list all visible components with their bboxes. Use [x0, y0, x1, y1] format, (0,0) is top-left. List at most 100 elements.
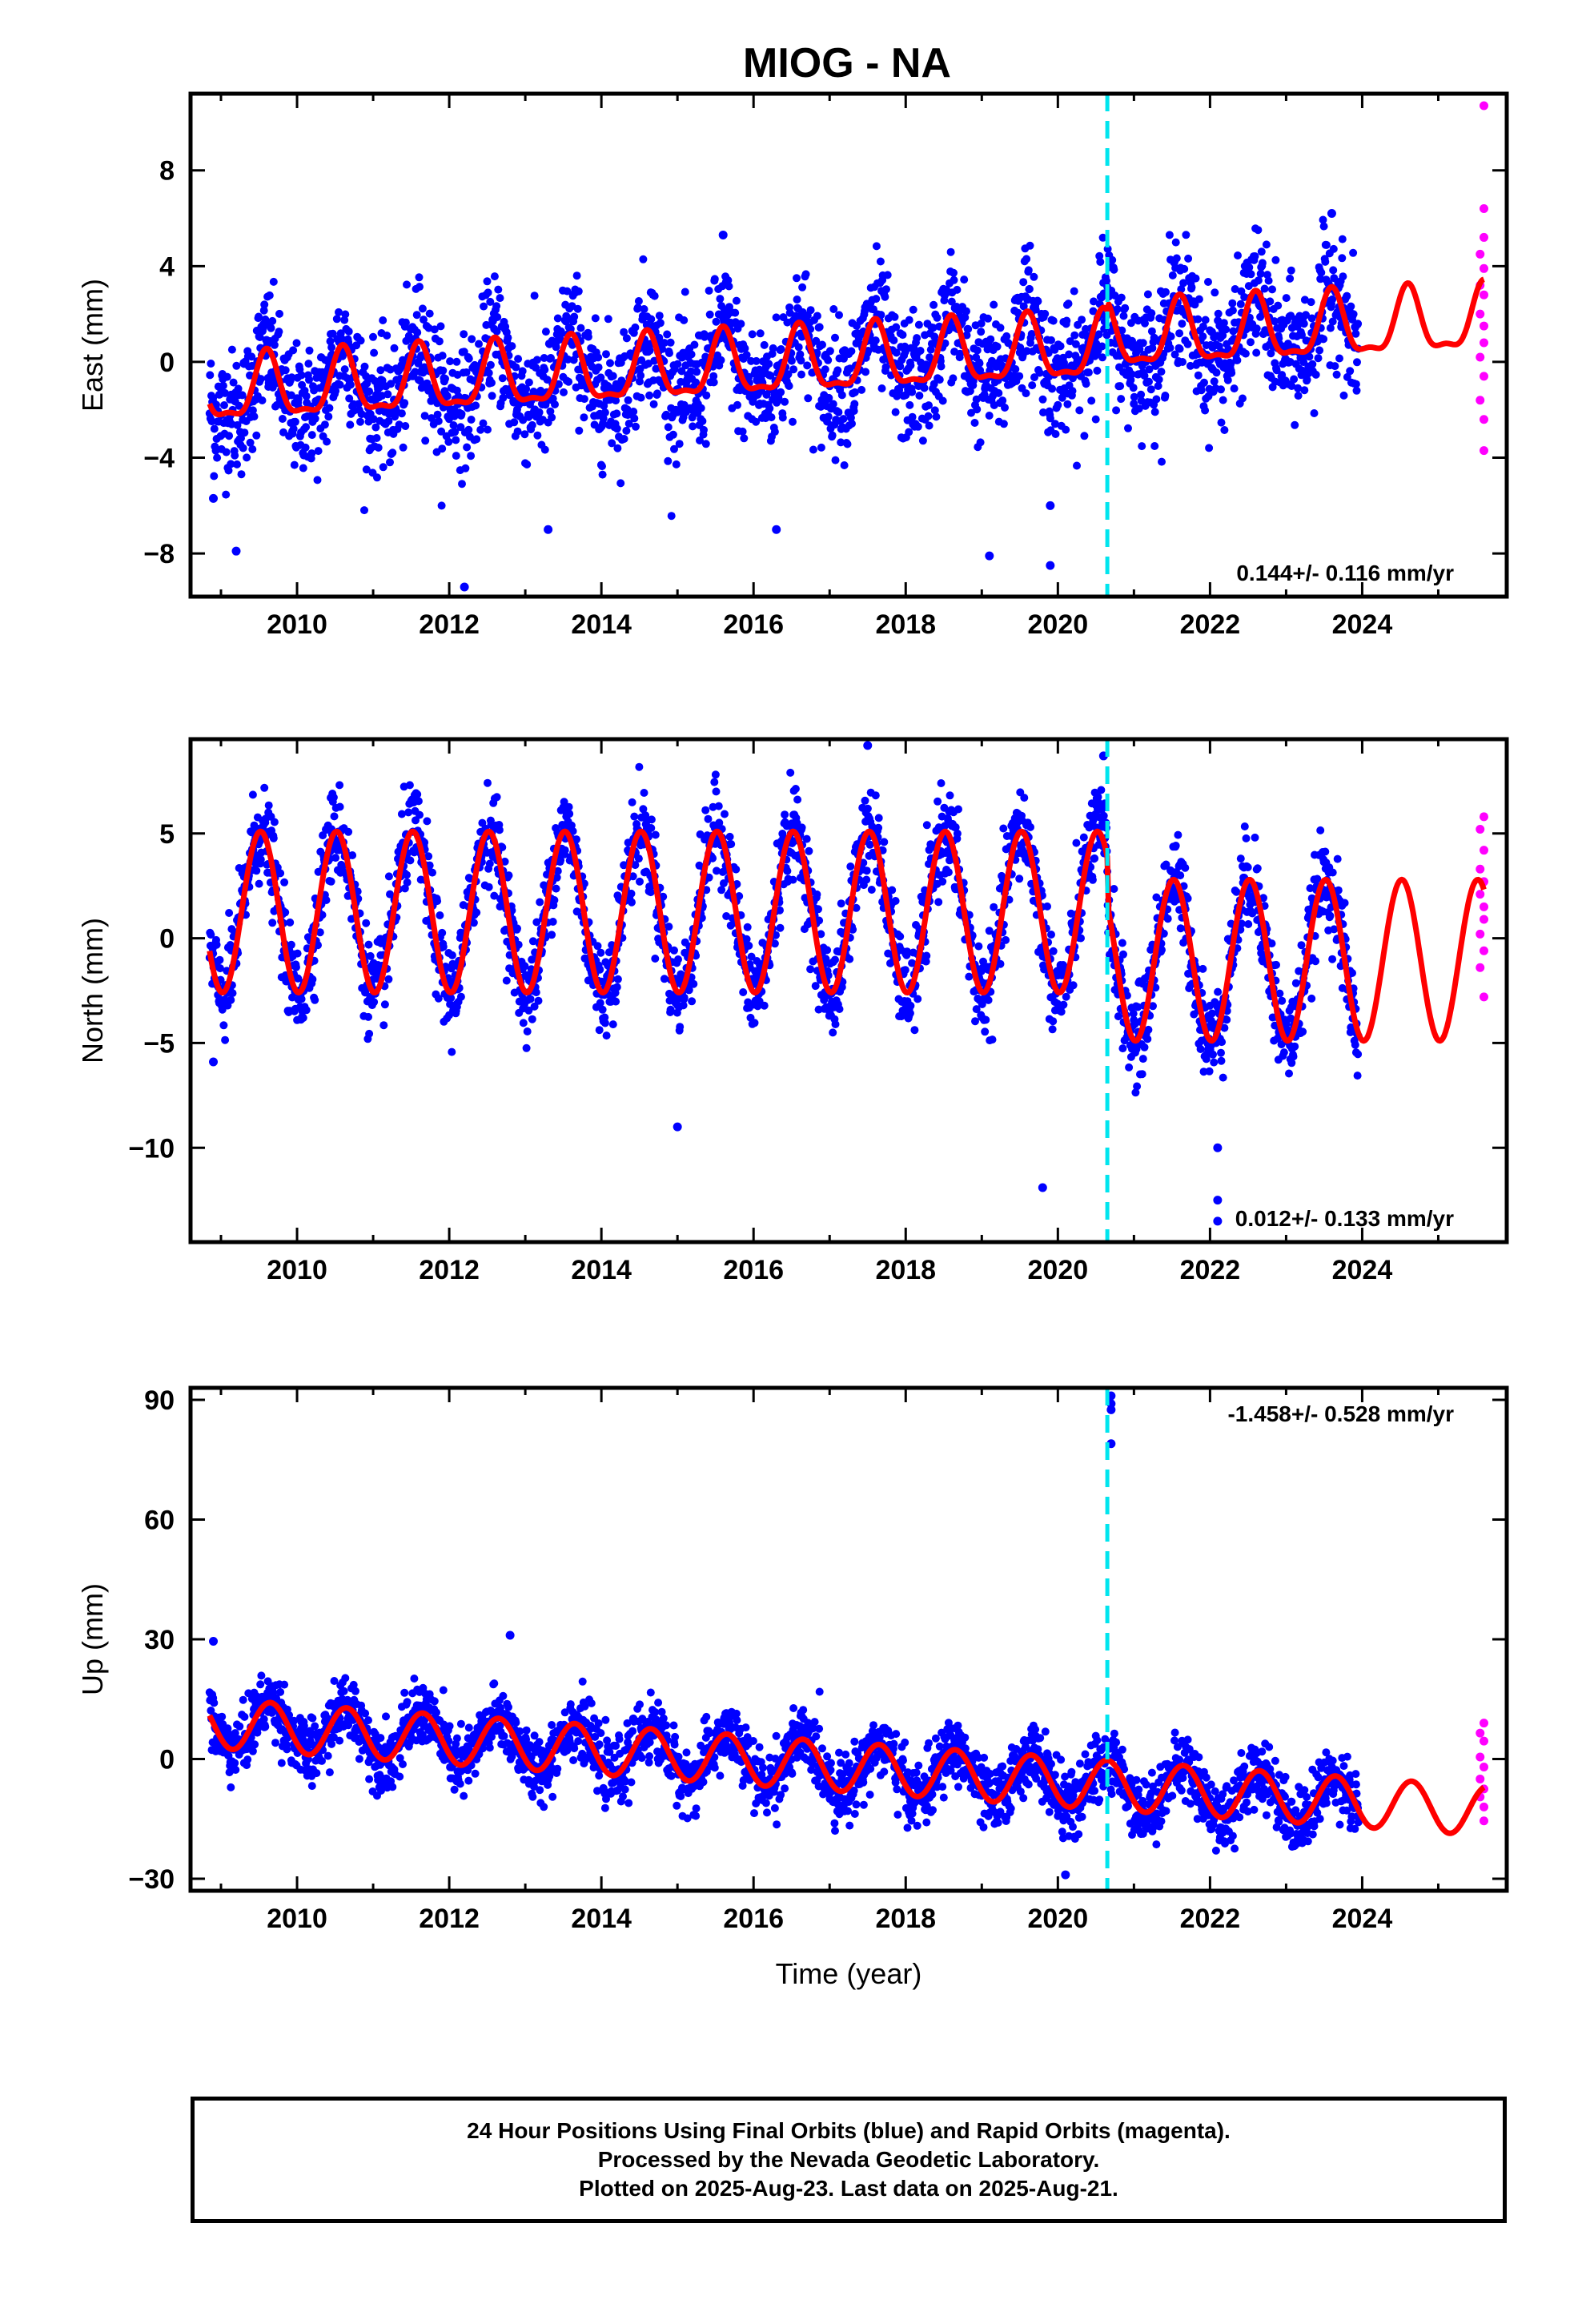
final-orbit-point [890, 312, 899, 321]
final-orbit-point [533, 431, 542, 440]
final-orbit-point [598, 470, 607, 479]
final-orbit-point [990, 300, 998, 309]
final-orbit-point [845, 955, 854, 963]
final-orbit-point [210, 424, 219, 433]
final-orbit-point [834, 408, 843, 416]
final-orbit-point [456, 423, 465, 432]
final-orbit-point [630, 414, 639, 423]
final-orbit-point [564, 377, 573, 386]
final-orbit-point [727, 840, 736, 848]
final-orbit-point [908, 388, 917, 396]
final-orbit-point [330, 812, 339, 821]
final-orbit-point [371, 423, 380, 432]
final-orbit-point [314, 447, 323, 456]
final-orbit-point [1321, 257, 1330, 266]
final-orbit-point [791, 785, 800, 793]
final-orbit-point [390, 344, 399, 352]
final-orbit-point [293, 949, 302, 958]
final-orbit-point [635, 762, 644, 771]
final-orbit-point [793, 274, 801, 283]
final-orbit-point [1214, 309, 1223, 318]
final-orbit-point [960, 275, 969, 284]
rapid-orbit-point [1479, 321, 1488, 331]
final-orbit-point [1059, 1000, 1068, 1009]
final-orbit-point [634, 297, 643, 305]
final-orbit-point [938, 877, 947, 886]
final-orbit-point [479, 419, 488, 428]
final-orbit-point [570, 312, 579, 321]
final-orbit-point [1199, 964, 1207, 973]
final-orbit-point [740, 434, 749, 443]
y-tick-label: −8 [143, 539, 175, 569]
final-orbit-point [299, 464, 307, 472]
final-orbit-point [364, 1012, 372, 1021]
final-orbit-point [1180, 264, 1189, 273]
final-orbit-point [270, 340, 279, 349]
final-orbit-point [1197, 386, 1206, 395]
final-orbit-point [606, 359, 614, 368]
final-orbit-point [327, 343, 336, 352]
final-orbit-point [915, 392, 924, 400]
final-orbit-point [522, 384, 531, 393]
final-orbit-point [639, 255, 648, 263]
final-orbit-point [508, 342, 516, 351]
final-orbit-point [1204, 278, 1212, 286]
final-orbit-point [953, 285, 962, 294]
final-orbit-point [1187, 283, 1196, 292]
final-orbit-point [1349, 248, 1358, 257]
final-orbit-point [448, 1047, 456, 1056]
final-orbit-point [1328, 295, 1337, 304]
final-orbit-point [260, 783, 269, 792]
final-orbit-point [889, 336, 898, 344]
final-orbit-point [925, 401, 933, 410]
final-orbit-point [322, 896, 331, 904]
final-orbit-point [259, 306, 268, 315]
final-orbit-point [524, 378, 533, 387]
final-orbit-point [656, 319, 665, 328]
final-orbit-point [634, 854, 643, 863]
final-orbit-point [908, 412, 917, 421]
final-orbit-point [227, 460, 235, 468]
final-orbit-point [613, 444, 622, 452]
final-orbit-point [598, 462, 606, 471]
final-orbit-point [1138, 339, 1147, 348]
final-orbit-point [1082, 380, 1090, 388]
final-orbit-point [828, 431, 837, 440]
final-orbit-point [612, 424, 621, 433]
final-orbit-point [950, 268, 958, 277]
final-orbit-point [1222, 325, 1231, 334]
final-orbit-point [1084, 368, 1093, 377]
final-orbit-point [510, 418, 519, 427]
final-orbit-point [356, 336, 365, 345]
final-orbit-point [674, 955, 682, 963]
final-orbit-point [532, 356, 541, 364]
final-orbit-point [448, 951, 456, 959]
final-orbit-point [1150, 442, 1159, 450]
final-orbit-point [541, 328, 550, 336]
final-orbit-point [492, 327, 501, 336]
final-orbit-point [400, 399, 409, 408]
final-orbit-point [486, 360, 495, 369]
final-orbit-point [231, 451, 239, 460]
final-orbit-point [1026, 822, 1034, 831]
final-orbit-point [1182, 231, 1191, 239]
final-orbit-point [655, 333, 664, 342]
final-orbit-point [1051, 430, 1060, 438]
final-orbit-point [415, 273, 424, 282]
final-orbit-point [999, 824, 1008, 833]
final-orbit-point [891, 897, 900, 905]
final-orbit-point [721, 810, 729, 818]
final-orbit-point [221, 388, 230, 397]
final-orbit-point [574, 287, 583, 296]
final-orbit-point [797, 370, 805, 379]
final-orbit-point [287, 940, 295, 949]
y-tick-label: 8 [159, 156, 175, 187]
final-orbit-point [1220, 426, 1229, 434]
x-tick-label: 2010 [267, 609, 327, 640]
final-orbit-point [847, 347, 856, 356]
final-orbit-point [228, 989, 237, 998]
final-orbit-point [733, 400, 741, 409]
final-orbit-point [861, 796, 869, 805]
final-orbit-point [698, 416, 707, 425]
final-orbit-point [1332, 370, 1341, 379]
